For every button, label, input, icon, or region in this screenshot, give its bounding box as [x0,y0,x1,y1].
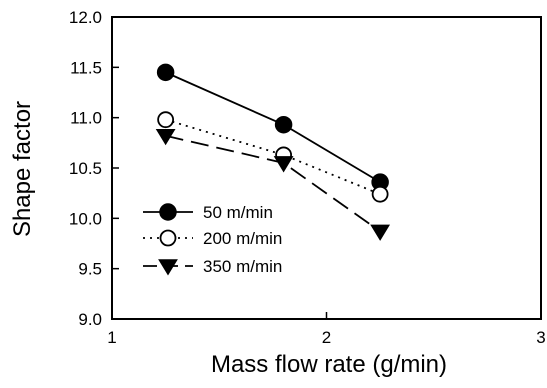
y-tick-label: 9.5 [78,260,102,279]
data-point-series-1 [156,63,175,82]
series-line-1 [165,71,381,183]
legend-marker-3 [158,259,178,276]
y-tick-label: 11.0 [70,109,102,128]
legend-label-1: 50 m/min [203,203,273,222]
legend-label-2: 200 m/min [203,229,282,248]
y-tick-label: 9.0 [78,310,102,329]
legend-marker-2 [159,229,177,247]
series-line-2 [165,118,381,196]
series-markers [155,63,391,241]
data-point-series-3 [370,224,391,241]
x-tick-label: 2 [322,328,331,347]
legend-label-3: 350 m/min [203,257,282,276]
y-tick-label: 12.0 [69,8,102,27]
legend-marker-1 [159,203,177,221]
x-tick-label: 1 [107,328,116,347]
y-tick-label: 10.0 [69,209,102,228]
y-tick-label: 10.5 [69,159,102,178]
legend: 50 m/min 200 m/min 350 m/min [143,203,282,276]
data-point-series-1 [274,115,293,134]
data-point-series-3 [273,156,294,173]
axes-layer: 9.0 9.5 10.0 10.5 11.0 11.5 12.0 1 2 3 [69,8,546,347]
data-point-series-3 [155,128,176,146]
plot-frame [111,16,542,320]
data-point-series-2 [371,185,389,203]
y-tick-label: 11.5 [70,58,102,77]
series-layer [155,63,391,241]
x-axis-label: Mass flow rate (g/min) [211,351,447,378]
x-tick-label: 3 [536,328,545,347]
y-axis-label: Shape factor [9,101,36,237]
data-point-series-2 [157,111,175,129]
